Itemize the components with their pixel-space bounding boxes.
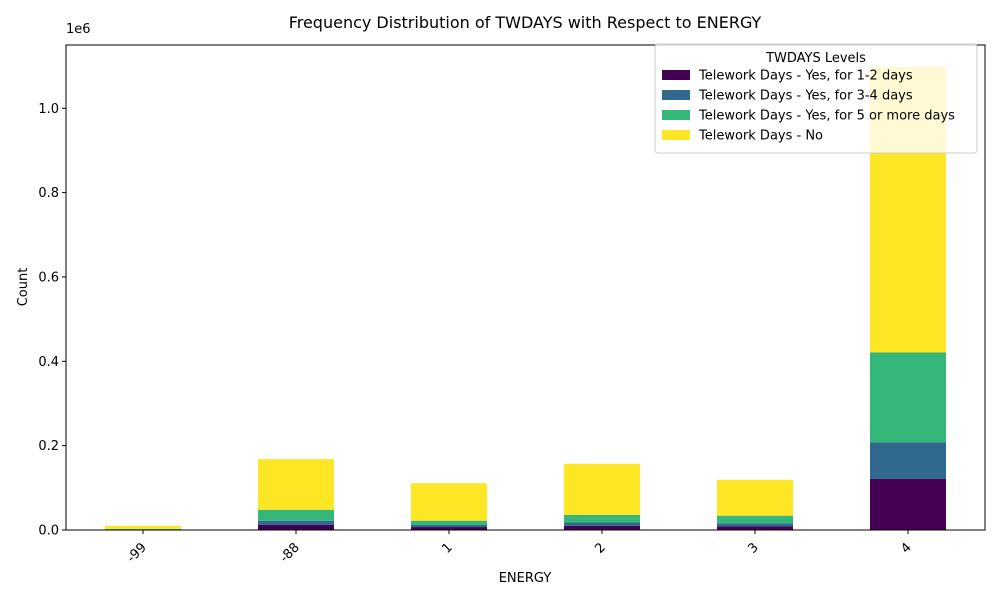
x-tick-label: -88 <box>277 540 303 566</box>
bar-1-series-3 <box>411 520 487 525</box>
legend-box <box>654 43 978 154</box>
legend: TWDAYS Levels Telework Days - Yes, for 1… <box>654 43 978 154</box>
x-tick-label: 1 <box>439 540 455 556</box>
chart-title: Frequency Distribution of TWDAYS with Re… <box>289 13 762 32</box>
y-tick-label: 0.8 <box>38 186 59 201</box>
y-scale-offset-label: 1e6 <box>66 22 91 37</box>
bar-3-series-4 <box>717 479 793 516</box>
bar-3-series-1 <box>717 526 793 530</box>
legend-swatch <box>662 110 690 120</box>
x-axis-label: ENERGY <box>499 571 552 586</box>
legend-entry-label: Telework Days - Yes, for 5 or more days <box>698 109 955 124</box>
bar--88-series-3 <box>258 509 334 521</box>
bar-1-series-4 <box>411 483 487 521</box>
bar--88-series-2 <box>258 520 334 525</box>
bar-3-series-3 <box>717 515 793 524</box>
legend-swatch <box>662 70 690 80</box>
legend-entry-label: Telework Days - Yes, for 3-4 days <box>698 89 913 104</box>
legend-swatch <box>662 130 690 140</box>
bar-3-series-2 <box>717 523 793 527</box>
y-tick-label: 0.4 <box>38 355 59 370</box>
plot-frame <box>65 44 986 531</box>
y-axis-label: Count <box>16 268 31 307</box>
x-tick-label: 4 <box>898 540 914 556</box>
x-axis: -99 -88 1 2 3 4 <box>124 530 915 566</box>
y-tick-label: 1.0 <box>38 102 59 117</box>
y-axis: 0.0 0.2 0.4 0.6 0.8 1.0 <box>38 102 66 539</box>
legend-entry-label: Telework Days - No <box>698 129 823 144</box>
bar-2-series-2 <box>564 522 640 526</box>
legend-entry-label: Telework Days - Yes, for 1-2 days <box>698 69 913 84</box>
x-tick-label: 3 <box>745 540 761 556</box>
bar-2-series-3 <box>564 514 640 523</box>
y-tick-label: 0.6 <box>38 270 59 285</box>
bar-4-series-2 <box>870 442 946 479</box>
bar--99-series-4 <box>105 525 181 529</box>
bar-4-series-1 <box>870 478 946 530</box>
bar--88-series-1 <box>258 524 334 530</box>
x-tick-label: 2 <box>592 540 608 556</box>
bar-2-series-4 <box>564 463 640 515</box>
legend-title: TWDAYS Levels <box>765 51 866 66</box>
bar--88-series-4 <box>258 459 334 510</box>
legend-swatch <box>662 90 690 100</box>
bar-4-series-3 <box>870 352 946 443</box>
bar-2-series-1 <box>564 525 640 530</box>
y-tick-label: 0.2 <box>38 439 59 454</box>
bar-1-series-2 <box>411 524 487 528</box>
x-tick-label: -99 <box>124 540 150 566</box>
bar-1-series-1 <box>411 527 487 530</box>
y-tick-label: 0.0 <box>38 524 59 539</box>
